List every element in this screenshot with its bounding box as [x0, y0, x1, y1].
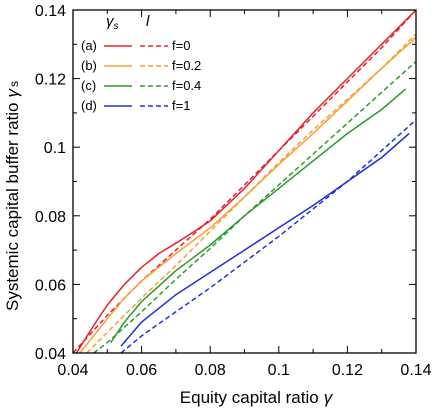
legend-head-dashed: l — [146, 13, 150, 30]
legend-label-a: (a) — [81, 38, 97, 53]
x-axis-title: Equity capital ratio γ — [180, 388, 334, 407]
series-line-c-solid — [110, 88, 407, 344]
series-line-c-dashed — [93, 60, 417, 354]
legend-label-c: (c) — [81, 78, 96, 93]
legend-head-solid: γs — [106, 13, 119, 32]
series-line-a-solid — [75, 9, 417, 354]
x-tick-label: 0.12 — [332, 362, 363, 379]
axis-ticks: 0.04 0.06 0.08 0.1 0.12 0.14 0.04 0.06 0.08 0.1 0.… — [35, 3, 432, 379]
x-tick-label: 0.08 — [195, 362, 226, 379]
legend-rows: (a) f=0 (b) f=0.2 (c) f=0.4 (d) f=1 — [81, 38, 201, 113]
legend-f-label-b: f=0.2 — [172, 58, 201, 73]
legend-label-d: (d) — [81, 98, 97, 113]
legend-f-label-c: f=0.4 — [172, 78, 201, 93]
series-line-b-solid — [79, 36, 417, 354]
legend-f-label-a: f=0 — [172, 38, 190, 53]
y-tick-label: 0.1 — [44, 140, 66, 157]
y-tick-label: 0.08 — [35, 209, 66, 226]
y-tick-label: 0.04 — [35, 346, 66, 363]
y-axis-title: Systemic capital buffer ratioγs — [3, 81, 22, 311]
y-tick-label: 0.06 — [35, 277, 66, 294]
x-tick-label: 0.14 — [400, 362, 431, 379]
legend-label-b: (b) — [81, 58, 97, 73]
series-line-d-solid — [120, 132, 410, 347]
x-tick-label: 0.04 — [57, 362, 88, 379]
legend-f-label-d: f=1 — [172, 98, 190, 113]
series-line-b-dashed — [86, 33, 417, 354]
y-tick-label: 0.14 — [35, 3, 66, 20]
series-line-d-dashed — [120, 119, 417, 354]
y-tick-label: 0.12 — [35, 72, 66, 89]
legend: γs l (a) f=0 (b) f=0.2 (c) f=0.4 (d) f=1 — [81, 13, 201, 113]
x-tick-label: 0.06 — [126, 362, 157, 379]
plot-lines — [72, 9, 417, 354]
x-tick-label: 0.1 — [268, 362, 290, 379]
